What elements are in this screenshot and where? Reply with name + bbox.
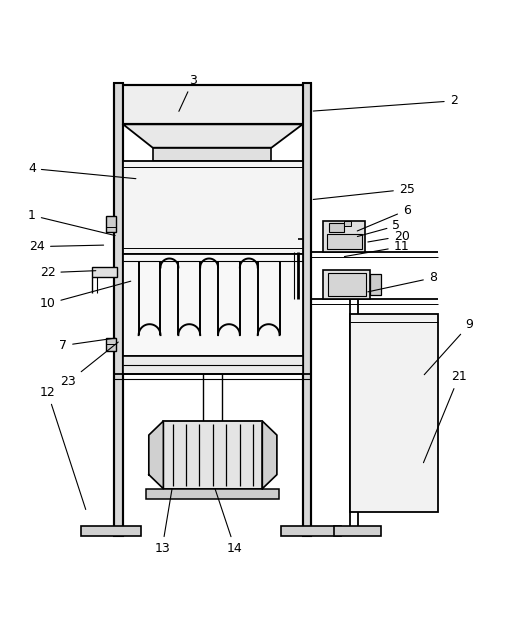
Bar [163,421,262,489]
Text: 24: 24 [29,240,103,253]
Bar [123,254,303,356]
Text: 9: 9 [424,318,473,374]
Bar [281,526,341,535]
Text: 14: 14 [215,489,243,555]
Text: 10: 10 [40,281,131,311]
Text: 22: 22 [40,266,96,279]
Bar [345,220,351,226]
Text: 3: 3 [179,73,197,111]
Bar [370,274,381,295]
Bar [334,526,381,535]
Bar [92,268,117,277]
Bar [114,82,123,535]
Bar [106,217,116,232]
Text: 5: 5 [358,219,400,236]
Bar [123,85,303,124]
Text: 25: 25 [313,183,414,199]
Bar [123,356,303,374]
Polygon shape [149,421,163,489]
Bar [329,222,345,232]
Bar [153,148,271,161]
Text: 6: 6 [357,204,411,231]
Bar [146,489,279,499]
Bar [81,526,141,535]
Bar [328,273,366,296]
Bar [327,234,362,249]
Text: 8: 8 [368,272,437,292]
Text: 7: 7 [59,338,115,352]
Text: 21: 21 [423,370,467,463]
Text: 23: 23 [61,342,118,389]
Bar [106,338,116,351]
Bar [123,161,303,254]
Text: 20: 20 [368,229,409,243]
Text: 11: 11 [345,240,409,256]
Text: 4: 4 [28,162,136,179]
Bar [324,270,370,298]
Polygon shape [262,421,277,489]
Text: 2: 2 [313,95,458,111]
Polygon shape [123,124,303,148]
Text: 12: 12 [40,386,86,509]
Bar [303,82,312,535]
Bar [324,220,365,252]
Bar [350,314,438,512]
Text: 13: 13 [154,489,172,555]
Text: 1: 1 [28,209,115,236]
